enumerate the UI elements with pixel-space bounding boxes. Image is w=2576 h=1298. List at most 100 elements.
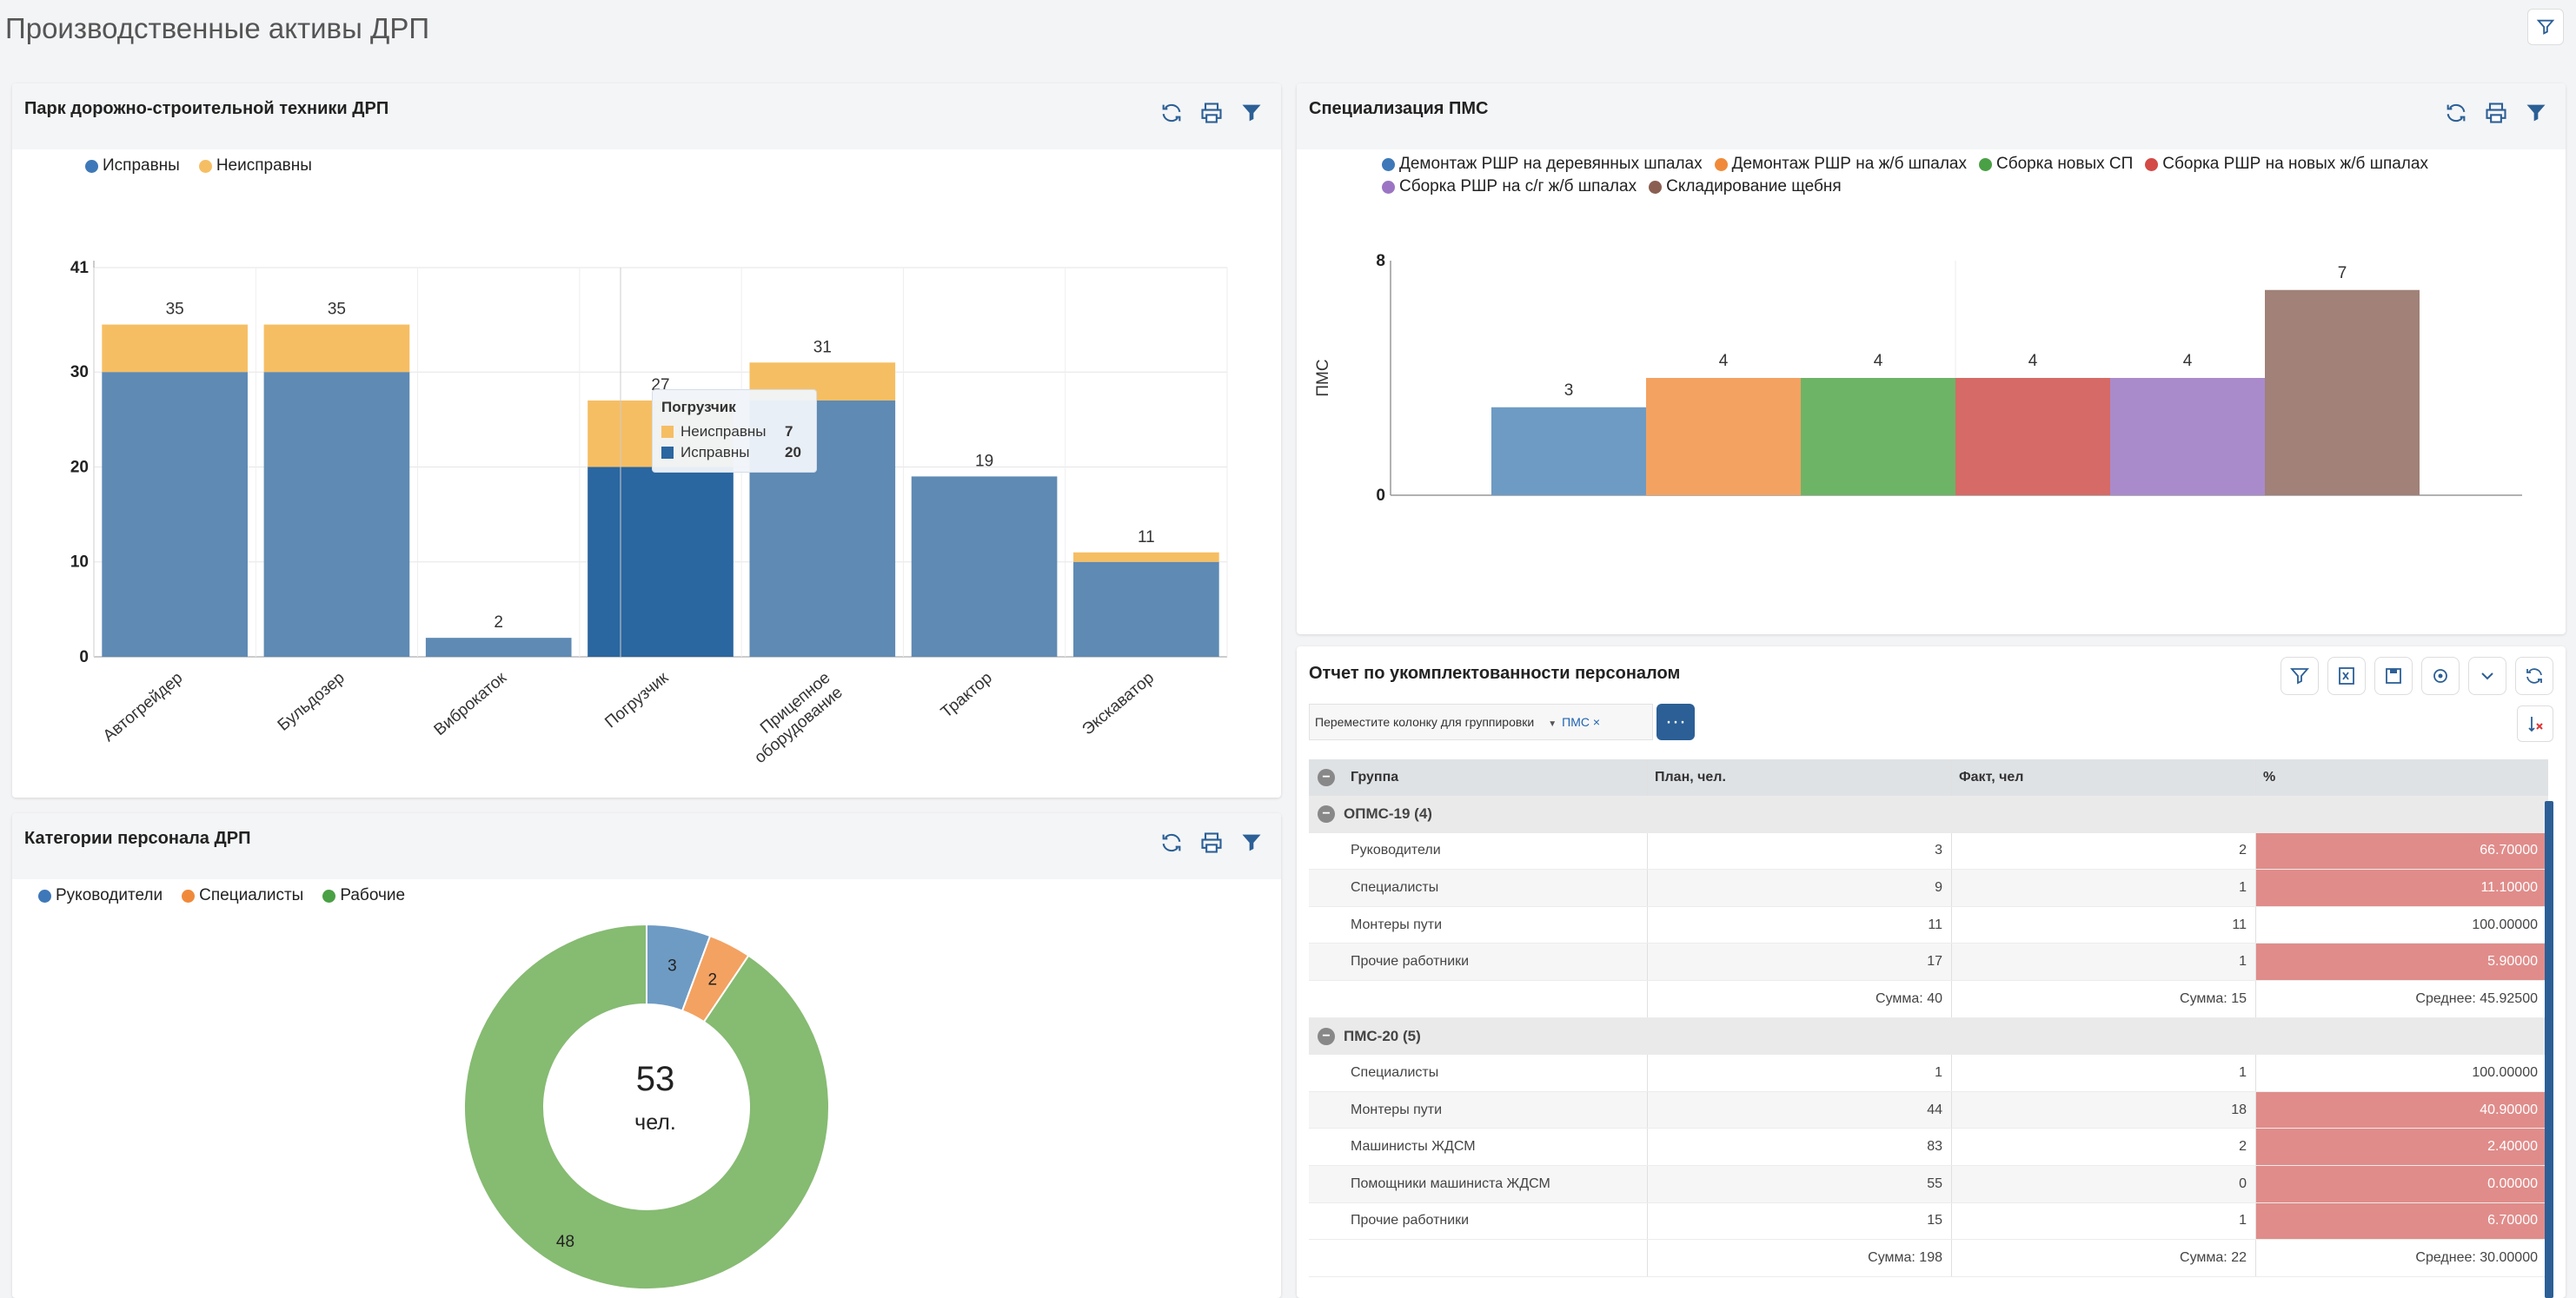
legend-dot (1979, 157, 1992, 171)
print-button[interactable] (1198, 829, 1225, 857)
clear-sort-button[interactable] (2517, 705, 2553, 742)
fleet-panel-tools (1158, 99, 1265, 127)
legend-item-ok[interactable]: Исправны (85, 155, 180, 177)
refresh-button[interactable] (2442, 99, 2470, 127)
legend-label: Специалисты (199, 886, 304, 904)
refresh-button[interactable] (2515, 657, 2553, 695)
legend-item-spec-2[interactable]: Демонтаж РШР на ж/б шпалах (1714, 153, 1967, 175)
refresh-button[interactable] (1158, 99, 1185, 127)
legend-item-spec-5[interactable]: Сборка РШР на с/г ж/б шпалах (1382, 175, 1637, 198)
save-button[interactable] (2374, 657, 2413, 695)
legend-item-workers[interactable]: Рабочие (322, 884, 405, 907)
bar-segment (1073, 552, 1219, 562)
summary-row: Сумма: 40 Сумма: 15 Среднее: 45.92500 (1309, 980, 2548, 1018)
table-row[interactable]: Специалисты 1 1 100.00000 (1309, 1055, 2548, 1092)
legend-item-spec-3[interactable]: Сборка новых СП (1979, 153, 2133, 175)
tooltip-label: Исправны (681, 444, 750, 460)
data-label: 31 (813, 338, 832, 356)
table-row[interactable]: Руководители 3 2 66.70000 (1309, 832, 2548, 871)
grid-filter-button[interactable] (2281, 657, 2319, 695)
personnel-panel-tools (1158, 829, 1265, 857)
legend-dot (1382, 157, 1395, 171)
legend-item-specialists[interactable]: Специалисты (182, 884, 303, 907)
legend-item-broken[interactable]: Неисправны (198, 155, 312, 177)
column-header-group[interactable]: Группа (1344, 759, 1648, 796)
collapse-all-toggle[interactable]: − (1309, 759, 1344, 796)
cell-pct: 100.00000 (2472, 917, 2538, 932)
table-row[interactable]: Прочие работники 15 1 6.70000 (1309, 1202, 2548, 1241)
filter-button[interactable] (1238, 99, 1265, 127)
legend-item-spec-1[interactable]: Демонтаж РШР на деревянных шпалах (1382, 153, 1703, 175)
group-panel[interactable]: Переместите колонку для группировки ▼ ПМС… (1309, 704, 1653, 740)
table-row[interactable]: Машинисты ЖДСМ 83 2 2.40000 (1309, 1129, 2548, 1166)
row-indent (1309, 833, 1344, 870)
specialization-legend: Демонтаж РШР на деревянных шпалах Демонт… (1382, 153, 2477, 198)
data-label: 35 (166, 301, 184, 319)
column-header-fact[interactable]: Факт, чел (1952, 759, 2256, 796)
group-row[interactable]: − ПМС-20 (5) (1309, 1017, 2548, 1056)
y-tick-label: 0 (79, 648, 89, 666)
filter-icon (2526, 104, 2546, 122)
summary-row: Сумма: 198 Сумма: 22 Среднее: 30.00000 (1309, 1240, 2548, 1277)
row-indent (1309, 1166, 1344, 1202)
cell-group: Прочие работники (1344, 1202, 1648, 1240)
legend-label: Рабочие (340, 886, 406, 904)
cell-fact: 1 (1952, 944, 2256, 980)
legend-dot (85, 159, 98, 173)
cell-fact: 1 (1952, 870, 2256, 906)
print-button[interactable] (1198, 99, 1225, 127)
fleet-panel-header: Парк дорожно-строительной техники ДРП (12, 83, 1281, 149)
settings-button[interactable] (2421, 657, 2460, 695)
row-indent (1309, 1055, 1344, 1091)
data-label: 2 (494, 613, 503, 632)
global-filter-button[interactable] (2527, 9, 2564, 45)
column-header-pct[interactable]: % (2263, 770, 2276, 785)
table-row[interactable]: Помощники машиниста ЖДСМ 55 0 0.00000 (1309, 1165, 2548, 1203)
group-row[interactable]: − ОПМС-19 (4) (1309, 796, 2548, 833)
x-tick-label: Виброкаток (431, 668, 511, 739)
table-row[interactable]: Монтеры пути 44 18 40.90000 (1309, 1091, 2548, 1129)
legend-dot (38, 889, 51, 903)
legend-item-spec-6[interactable]: Складирование щебня (1649, 175, 1842, 198)
bar (2110, 378, 2265, 495)
summary-pct: Среднее: 30.00000 (2415, 1249, 2538, 1265)
legend-item-managers[interactable]: Руководители (38, 884, 163, 907)
print-button[interactable] (2482, 99, 2510, 127)
filter-icon (1242, 104, 1261, 122)
x-tick-text: Виброкаток (431, 668, 511, 739)
more-button[interactable]: ··· (1656, 704, 1695, 740)
table-scrollbar[interactable] (2545, 801, 2553, 1298)
group-toggle[interactable]: − (1309, 1018, 1344, 1056)
data-label: 19 (975, 452, 993, 470)
minus-icon: − (1318, 1027, 1335, 1045)
table-row[interactable]: Прочие работники 17 1 5.90000 (1309, 944, 2548, 981)
cell-plan: 83 (1648, 1129, 1952, 1165)
y-tick-label: 41 (70, 259, 90, 277)
legend-item-spec-4[interactable]: Сборка РШР на новых ж/б шпалах (2145, 153, 2428, 175)
filter-button[interactable] (2522, 99, 2550, 127)
table-row[interactable]: Специалисты 9 1 11.10000 (1309, 870, 2548, 907)
specialization-panel-header: Специализация ПМС (1297, 83, 2566, 149)
cell-fact: 2 (1952, 832, 2256, 870)
save-icon (2386, 668, 2401, 684)
table-row[interactable]: Монтеры пути 11 11 100.00000 (1309, 906, 2548, 944)
data-label: 4 (1874, 352, 1883, 370)
specialization-bar-chart: 0 8 ПМС 3 4 4 4 4 7 (1314, 252, 2522, 505)
column-header-plan[interactable]: План, чел. (1648, 759, 1952, 796)
bar-segment (102, 324, 248, 373)
collapse-button[interactable] (2468, 657, 2506, 695)
group-chip-pms[interactable]: ▼ ПМС × (1548, 715, 1600, 729)
group-toggle[interactable]: − (1309, 796, 1344, 833)
row-indent (1309, 870, 1344, 906)
data-label: 11 (1138, 528, 1155, 546)
tooltip-value: 7 (785, 423, 793, 440)
export-excel-button[interactable] (2327, 657, 2366, 695)
bar-segment (263, 372, 410, 657)
filter-button[interactable] (1238, 829, 1265, 857)
cell-group: Прочие работники (1344, 944, 1648, 980)
x-tick-text: Погрузчик (601, 668, 672, 732)
cell-pct: 66.70000 (2256, 832, 2548, 870)
refresh-button[interactable] (1158, 829, 1185, 857)
x-tick-text: Экскаватор (1079, 669, 1158, 739)
